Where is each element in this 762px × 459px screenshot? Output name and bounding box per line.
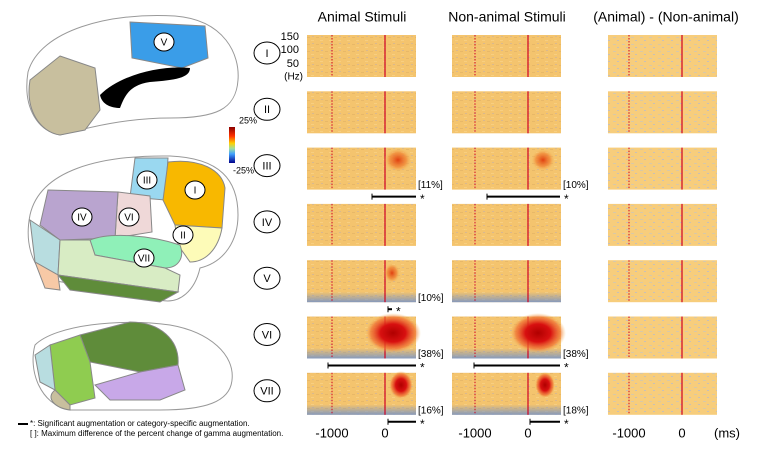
time-unit: (ms) bbox=[714, 425, 740, 440]
brain-label: IV bbox=[77, 213, 87, 224]
augmentation-blob bbox=[510, 313, 566, 353]
brain-label-badge bbox=[71, 207, 93, 227]
spectrogram bbox=[452, 35, 561, 77]
spectrogram bbox=[608, 91, 717, 134]
time-label: 0 bbox=[381, 425, 388, 440]
freq-label: 100 bbox=[281, 44, 299, 56]
brain-label-badge bbox=[172, 225, 194, 245]
brain-label-badge bbox=[118, 207, 140, 227]
row-label: V bbox=[263, 273, 271, 285]
row-label: II bbox=[264, 104, 270, 116]
column-title: Animal Stimuli bbox=[318, 9, 407, 25]
brain-label: VII bbox=[138, 254, 150, 265]
significance-mark: * bbox=[564, 361, 569, 375]
brain-label: I bbox=[194, 186, 197, 197]
augmentation-blob bbox=[531, 149, 555, 171]
max-difference-label: [18%] bbox=[563, 405, 589, 416]
max-difference-label: [11%] bbox=[418, 180, 443, 191]
spectrogram bbox=[608, 260, 717, 303]
brain-label: VI bbox=[124, 213, 133, 224]
row-badge bbox=[253, 210, 281, 234]
spectrogram bbox=[608, 372, 717, 415]
time-label: -1000 bbox=[458, 425, 491, 440]
spectrogram bbox=[307, 203, 416, 246]
max-difference-label: [16%] bbox=[418, 405, 444, 416]
brain-label: III bbox=[143, 176, 151, 187]
row-label: III bbox=[262, 161, 271, 173]
spectrogram bbox=[608, 203, 717, 246]
significance-mark: * bbox=[564, 192, 569, 206]
brain-label: V bbox=[161, 38, 168, 49]
row-label: VI bbox=[262, 329, 272, 341]
legend-max-difference: [ ]: Maximum difference of the percent c… bbox=[30, 429, 283, 438]
row-badge bbox=[253, 379, 281, 403]
max-difference-label: [38%] bbox=[563, 349, 589, 360]
spectrogram-low-band bbox=[452, 260, 561, 303]
row-badge bbox=[253, 266, 281, 290]
time-label: -1000 bbox=[612, 425, 645, 440]
spectrogram bbox=[608, 147, 717, 190]
significance-mark: * bbox=[564, 417, 569, 431]
brain-medial bbox=[26, 14, 239, 136]
brain-label-badge bbox=[136, 170, 158, 190]
row-label: I bbox=[265, 48, 268, 60]
time-label: 0 bbox=[524, 425, 531, 440]
row-badge bbox=[253, 323, 281, 346]
augmentation-blob bbox=[365, 313, 421, 353]
spectrogram bbox=[608, 316, 717, 359]
row-label: VII bbox=[260, 386, 273, 398]
significance-mark: * bbox=[420, 417, 425, 431]
brain-label: II bbox=[180, 231, 186, 242]
column-title: (Animal) - (Non-animal) bbox=[593, 9, 738, 25]
spectrogram bbox=[452, 203, 561, 246]
spectrogram bbox=[452, 91, 561, 134]
freq-label: 50 bbox=[287, 58, 299, 70]
brain-lateral bbox=[27, 155, 239, 303]
colorbar bbox=[229, 127, 235, 163]
brain-label-badge bbox=[153, 32, 175, 52]
freq-unit: (Hz) bbox=[284, 72, 303, 83]
significance-mark: * bbox=[420, 361, 425, 375]
column-title: Non-animal Stimuli bbox=[448, 9, 565, 25]
significance-mark: * bbox=[420, 192, 425, 206]
spectrogram bbox=[608, 35, 717, 77]
brain-ventral bbox=[32, 321, 233, 411]
max-difference-label: [38%] bbox=[418, 349, 444, 360]
row-badge bbox=[253, 154, 281, 178]
freq-label: 150 bbox=[281, 31, 299, 43]
time-label: 0 bbox=[678, 425, 685, 440]
max-difference-label: [10%] bbox=[418, 293, 444, 304]
spectrogram bbox=[307, 91, 416, 134]
augmentation-blob bbox=[384, 263, 400, 283]
row-label: IV bbox=[262, 217, 273, 229]
spectrogram bbox=[307, 35, 416, 77]
colorbar-max: 25% bbox=[239, 115, 257, 125]
row-badge bbox=[253, 97, 281, 121]
brain-label-badge bbox=[184, 180, 206, 200]
spectrogram-low-band bbox=[307, 260, 416, 303]
colorbar-min: -25% bbox=[233, 165, 254, 175]
augmentation-blob bbox=[535, 372, 555, 398]
augmentation-blob bbox=[384, 148, 412, 172]
significance-mark: * bbox=[396, 304, 401, 318]
row-badge bbox=[253, 41, 281, 65]
brain-label-badge bbox=[133, 248, 155, 268]
max-difference-label: [10%] bbox=[563, 180, 589, 191]
time-label: -1000 bbox=[315, 425, 348, 440]
augmentation-blob bbox=[389, 371, 413, 399]
legend-significance: *: Significant augmentation or category-… bbox=[30, 419, 250, 428]
